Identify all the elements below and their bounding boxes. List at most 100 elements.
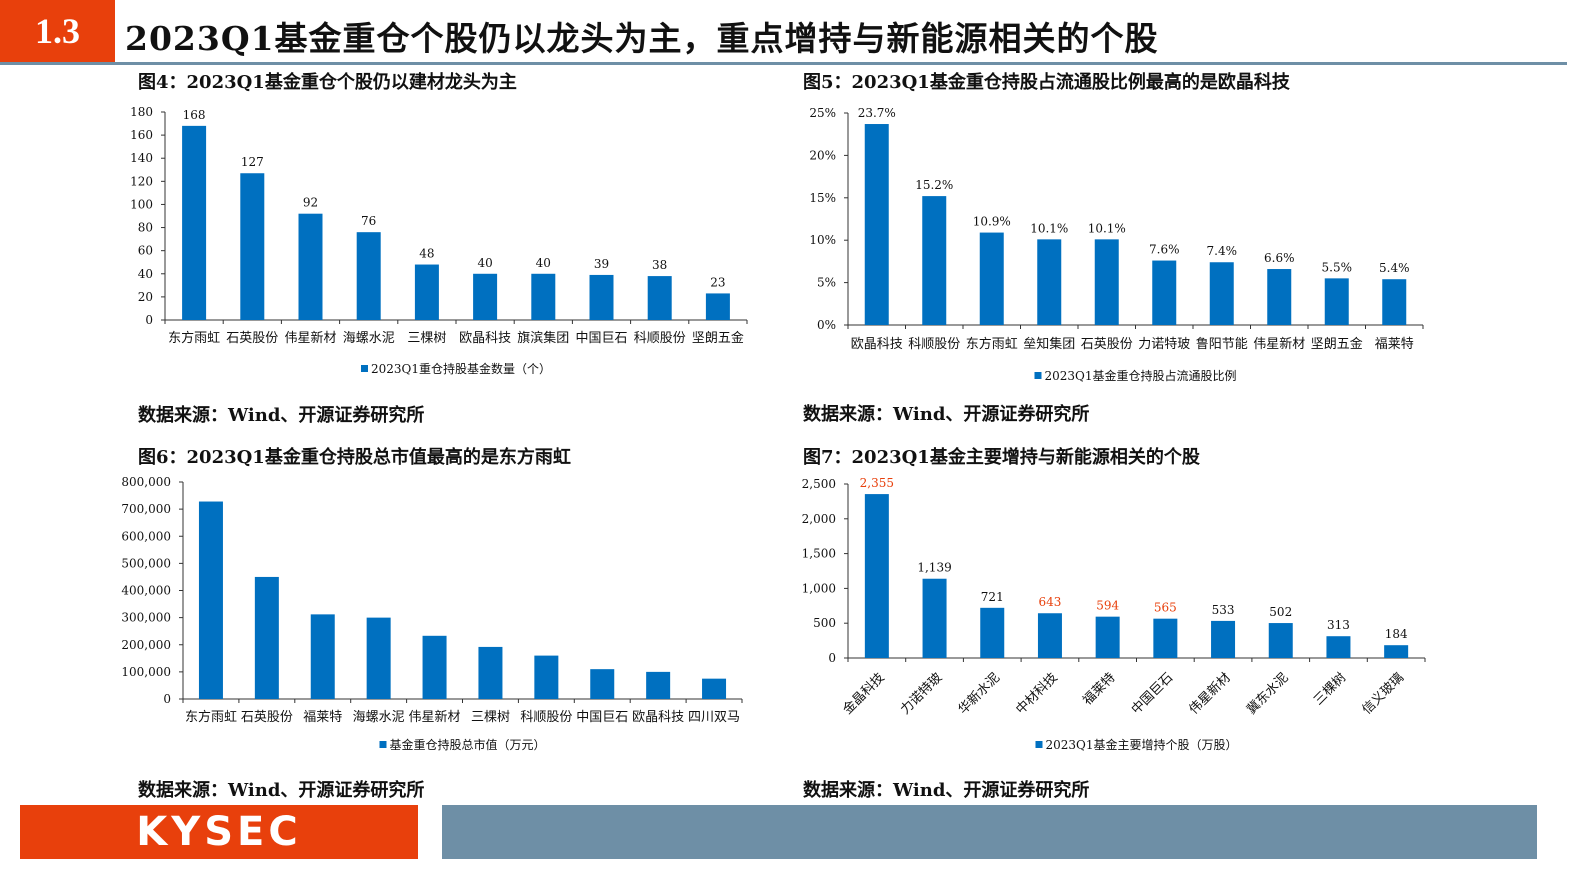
- legend-label: 2023Q1基金重仓持股占流通股比例: [1044, 368, 1236, 383]
- y-tick-label: 0: [145, 313, 153, 327]
- data-label: 1,139: [917, 561, 951, 575]
- legend-swatch: [1034, 372, 1042, 379]
- data-label: 502: [1269, 605, 1292, 619]
- bar: [1326, 636, 1351, 658]
- bar: [240, 173, 265, 320]
- legend-swatch: [379, 741, 387, 748]
- y-tick-label: 0%: [817, 318, 836, 332]
- bar: [1095, 616, 1120, 658]
- legend-swatch: [1035, 741, 1043, 748]
- y-tick-label: 20%: [809, 148, 836, 162]
- y-tick-label: 20: [138, 290, 153, 304]
- source-note-7: 数据来源：Wind、开源证券研究所: [803, 780, 1090, 801]
- y-tick-label: 700,000: [121, 502, 171, 516]
- bar: [1211, 620, 1236, 658]
- data-label: 594: [1096, 599, 1119, 613]
- y-tick-label: 300,000: [121, 611, 171, 625]
- y-tick-label: 1,500: [802, 547, 836, 561]
- category-label: 三棵树: [471, 710, 510, 725]
- category-label: 力诺特玻: [1138, 337, 1190, 352]
- category-label: 三棵树: [407, 331, 446, 346]
- data-label: 92: [303, 196, 318, 210]
- category-label: 力诺特玻: [898, 670, 945, 717]
- bar: [1094, 239, 1119, 325]
- y-tick-label: 40: [138, 267, 153, 281]
- y-tick-label: 800,000: [121, 475, 171, 489]
- category-label: 欧晶科技: [851, 337, 903, 352]
- y-tick-label: 180: [130, 105, 153, 119]
- y-tick-label: 80: [138, 221, 153, 235]
- category-label: 中国巨石: [576, 710, 628, 725]
- bar: [422, 635, 447, 699]
- bar: [590, 669, 615, 699]
- y-tick-label: 500: [813, 616, 836, 630]
- bar: [1267, 269, 1292, 325]
- bar: [1324, 278, 1349, 325]
- bar: [531, 273, 556, 320]
- bar: [705, 293, 730, 320]
- bar: [980, 607, 1005, 658]
- category-label: 东方雨虹: [185, 709, 237, 725]
- bar: [864, 494, 889, 658]
- y-tick-label: 140: [130, 151, 153, 165]
- bar: [366, 617, 391, 699]
- category-label: 金晶科技: [840, 670, 888, 718]
- category-label: 福莱特: [1080, 670, 1118, 708]
- category-label: 坚朗五金: [1311, 336, 1363, 352]
- data-label: 6.6%: [1264, 251, 1295, 265]
- chart-title-7: 图7：2023Q1基金主要增持与新能源相关的个股: [803, 447, 1200, 468]
- bar: [1152, 260, 1177, 325]
- category-label: 华新水泥: [955, 670, 1003, 718]
- category-label: 信义玻璃: [1360, 670, 1407, 717]
- bar: [1268, 623, 1293, 658]
- data-label: 10.1%: [1088, 221, 1126, 235]
- category-label: 石英股份: [1081, 337, 1133, 352]
- data-label: 565: [1154, 601, 1177, 615]
- y-tick-label: 200,000: [121, 638, 171, 652]
- y-tick-label: 10%: [809, 233, 836, 247]
- category-label: 东方雨虹: [966, 336, 1018, 352]
- data-label: 5.4%: [1379, 261, 1410, 275]
- y-tick-label: 2,500: [802, 477, 836, 491]
- category-label: 鲁阳节能: [1196, 337, 1248, 352]
- data-label: 39: [594, 257, 609, 271]
- bar: [647, 276, 672, 320]
- data-label: 23.7%: [858, 106, 896, 120]
- data-label: 38: [652, 258, 667, 272]
- bar: [1037, 613, 1062, 658]
- bar: [182, 125, 207, 320]
- y-tick-label: 100,000: [121, 665, 171, 679]
- source-note-6: 数据来源：Wind、开源证券研究所: [138, 780, 425, 801]
- category-label: 东方雨虹: [168, 330, 220, 346]
- bar: [1384, 645, 1409, 658]
- y-tick-label: 25%: [809, 106, 836, 120]
- category-label: 科顺股份: [908, 337, 960, 352]
- category-label: 伟星新材: [284, 330, 336, 346]
- category-label: 科顺股份: [634, 331, 686, 346]
- data-label: 48: [419, 247, 434, 261]
- bar: [414, 264, 439, 320]
- category-label: 四川双马: [688, 710, 740, 725]
- legend-label: 2023Q1重仓持股基金数量（个）: [371, 361, 551, 376]
- kysec-logo: KYSEC: [20, 805, 418, 859]
- data-label: 76: [361, 214, 376, 228]
- y-tick-label: 400,000: [121, 584, 171, 598]
- category-label: 伟星新材: [1186, 670, 1234, 718]
- y-tick-label: 5%: [817, 276, 836, 290]
- category-label: 旗滨集团: [517, 330, 569, 346]
- bar: [478, 646, 503, 699]
- bar: [473, 273, 498, 320]
- legend-label: 2023Q1基金主要增持个股（万股）: [1045, 737, 1237, 752]
- category-label: 冀东水泥: [1243, 670, 1291, 718]
- data-label: 40: [477, 256, 492, 270]
- category-label: 海螺水泥: [343, 331, 395, 346]
- data-label: 10.1%: [1030, 221, 1068, 235]
- bar: [1209, 262, 1234, 325]
- chart-title-5: 图5：2023Q1基金重仓持股占流通股比例最高的是欧晶科技: [803, 72, 1290, 93]
- chart-title-4: 图4：2023Q1基金重仓个股仍以建材龙头为主: [138, 72, 517, 93]
- bar: [922, 196, 947, 325]
- header-divider: [0, 62, 1567, 65]
- bar: [356, 232, 381, 320]
- bar: [646, 671, 671, 699]
